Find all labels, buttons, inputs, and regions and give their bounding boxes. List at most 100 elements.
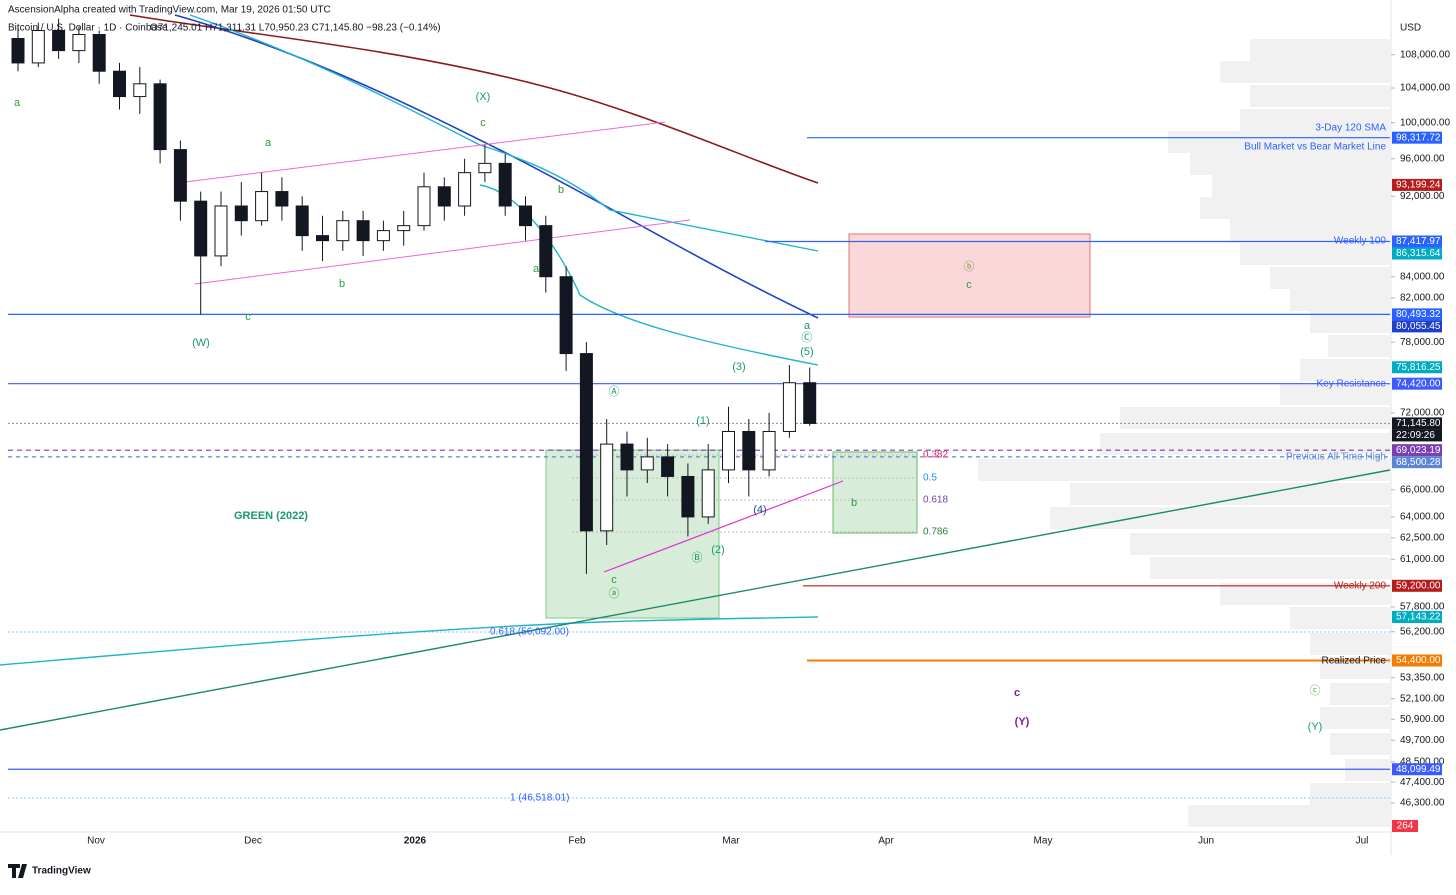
price-tick-label: 50,900.00 <box>1400 714 1445 725</box>
wave-label: (3) <box>732 361 745 373</box>
price-tick-label: 52,100.00 <box>1400 693 1445 704</box>
profile-bar <box>1280 383 1390 405</box>
price-tick-label: 92,000.00 <box>1400 191 1445 202</box>
time-label: Feb <box>568 836 586 847</box>
candle-body <box>397 225 411 232</box>
price-badge: 75,816.25 <box>1396 362 1441 373</box>
time-label: Jun <box>1198 836 1214 847</box>
channel-line <box>184 121 666 183</box>
candle-body <box>295 205 309 237</box>
profile-bar <box>1320 657 1390 679</box>
brand: TradingView <box>8 864 91 878</box>
price-tick-label: 96,000.00 <box>1400 153 1445 164</box>
price-tick-label: 108,000.00 <box>1400 49 1450 60</box>
countdown-bg <box>1392 429 1442 442</box>
candle-body <box>336 220 350 242</box>
profile-bar <box>1188 805 1390 827</box>
price-badge: 87,417.97 <box>1396 236 1441 247</box>
wave-label: ⓐ <box>609 587 620 600</box>
price-badge: 48,099.49 <box>1396 764 1441 775</box>
price-tick-label: 72,000.00 <box>1400 408 1445 419</box>
wave-label: b <box>558 184 564 196</box>
level-label: Previous All Time High <box>1286 452 1386 463</box>
level-label: Weekly 200 <box>1334 581 1387 592</box>
price-badge-bg <box>1392 178 1442 191</box>
price-tick-label: 82,000.00 <box>1400 293 1445 304</box>
profile-bar <box>1250 39 1390 61</box>
wave-label: ⓑ <box>964 260 975 273</box>
price-tick-label: 66,000.00 <box>1400 484 1445 495</box>
symbol: Bitcoin / U.S. Dollar · 1D · Coinbase <box>8 23 168 34</box>
candle-body <box>356 220 370 242</box>
wave-label: c <box>966 279 972 291</box>
currency: USD <box>1400 23 1421 34</box>
price-badge-bg <box>1392 444 1442 457</box>
candle-body <box>742 430 756 471</box>
price-badge: 80,055.45 <box>1396 321 1441 332</box>
candle-body <box>458 172 472 207</box>
price-badge: 57,143.22 <box>1396 612 1441 623</box>
price-tick-label: 84,000.00 <box>1400 271 1445 282</box>
profile-bar <box>1328 335 1390 357</box>
brand-name: TradingView <box>32 866 91 877</box>
profile-bar <box>1330 683 1390 705</box>
price-badge-bg <box>1392 763 1442 776</box>
price-tick-label: 53,350.00 <box>1400 672 1445 683</box>
candle-body <box>153 83 167 151</box>
target-zone <box>832 451 918 534</box>
candle-body <box>133 83 147 98</box>
wave-label: ⓒ <box>1310 684 1321 697</box>
candle-body <box>519 205 532 227</box>
candle-body <box>600 443 614 532</box>
price-badge: 54,400.00 <box>1396 655 1441 666</box>
price-badge: 71,145.80 <box>1396 418 1441 429</box>
time-label: Jul <box>1356 836 1369 847</box>
price-badge: 98,317.72 <box>1396 132 1441 143</box>
price-badge-bg <box>1392 377 1442 390</box>
candle-body <box>11 37 25 64</box>
candle-body <box>275 191 289 207</box>
profile-bar <box>1310 633 1390 655</box>
fib-label: 0.618 <box>923 495 948 506</box>
level-label: 3-Day 120 SMA <box>1315 123 1386 134</box>
candle-body <box>579 353 593 532</box>
wave-label: c <box>480 117 486 129</box>
candle-body <box>478 162 492 174</box>
profile-bar <box>1212 175 1390 197</box>
profile-bar <box>1220 61 1390 83</box>
profile-bar <box>1290 289 1390 311</box>
profile-bar <box>1220 583 1390 605</box>
wave-label: c <box>611 574 617 586</box>
wave-label: (2) <box>711 544 724 556</box>
volume-badge-bg <box>1392 820 1418 832</box>
ohlc-header: O71,245.01 H71,311.31 L70,950.23 C71,145… <box>150 23 441 34</box>
wave-label: c <box>1014 687 1020 699</box>
wave-label: (5) <box>800 346 813 358</box>
price-badge-bg <box>1392 308 1442 321</box>
candle-body <box>640 456 654 471</box>
wave-label: (Y) <box>1308 721 1323 733</box>
price-badge-bg <box>1392 654 1442 667</box>
candle-body <box>681 475 695 518</box>
profile-bar <box>1300 359 1390 381</box>
wave-label: (W) <box>192 337 210 349</box>
price-axis: 108,000.00104,000.00100,000.0096,000.009… <box>1391 49 1450 809</box>
support-line <box>603 480 844 573</box>
candle-body <box>92 33 106 72</box>
wave-label: (Y) <box>1015 716 1030 728</box>
profile-bar <box>1240 109 1390 131</box>
profile-bar <box>1270 267 1390 289</box>
time-label: Mar <box>722 836 740 847</box>
price-badge-bg <box>1392 235 1442 248</box>
volume-profile <box>978 39 1390 827</box>
candle-body <box>539 225 553 278</box>
volume-badge: 264 <box>1397 821 1414 832</box>
resistance-zone <box>848 233 1091 318</box>
price-badge: 59,200.00 <box>1396 580 1441 591</box>
price-badge-bg <box>1392 320 1442 333</box>
candle-body <box>722 430 735 471</box>
candle-body <box>31 30 45 64</box>
price-badge: 74,420.00 <box>1396 378 1441 389</box>
